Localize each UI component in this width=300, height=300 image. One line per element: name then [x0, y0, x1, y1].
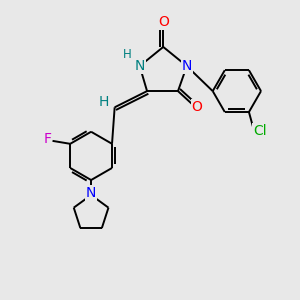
Text: F: F — [43, 132, 51, 146]
Text: N: N — [182, 59, 192, 73]
Text: H: H — [98, 95, 109, 109]
Text: N: N — [86, 186, 96, 200]
Text: N: N — [134, 59, 145, 73]
Text: O: O — [192, 100, 203, 114]
Text: O: O — [158, 15, 169, 29]
Text: Cl: Cl — [253, 124, 267, 138]
Text: H: H — [123, 48, 132, 62]
